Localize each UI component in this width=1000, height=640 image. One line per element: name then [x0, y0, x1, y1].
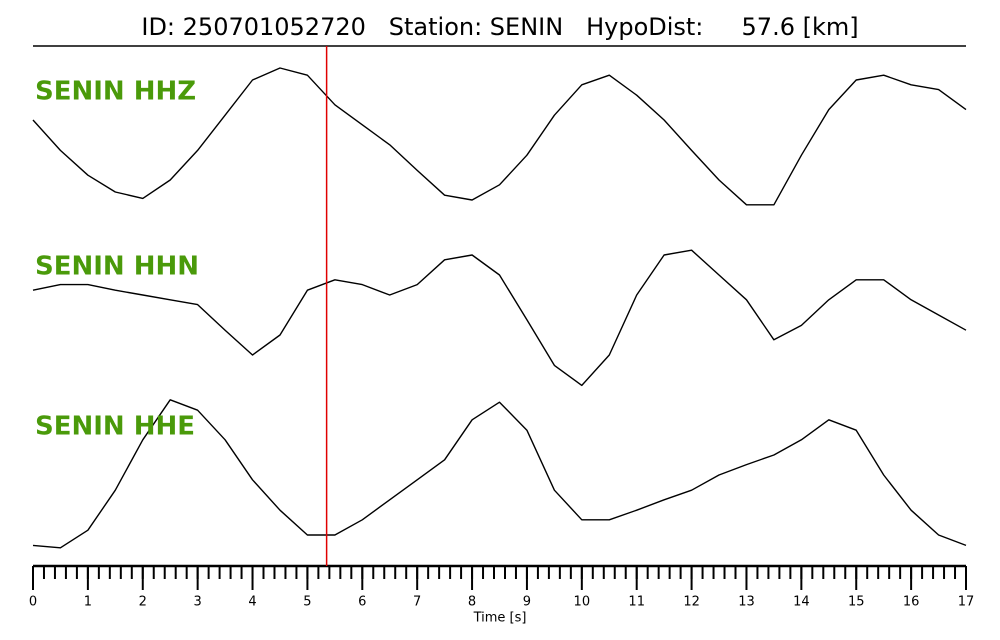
- chart-title: ID: 250701052720 Station: SENIN HypoDist…: [141, 13, 858, 41]
- x-tick-label: 6: [358, 595, 366, 610]
- x-tick-label: 11: [628, 595, 645, 610]
- x-axis-label: Time [s]: [473, 611, 527, 626]
- trace-label: SENIN HHZ: [35, 77, 196, 107]
- x-tick-label: 17: [958, 595, 975, 610]
- x-tick-label: 4: [248, 595, 256, 610]
- x-tick-label: 16: [903, 595, 920, 610]
- x-tick-label: 1: [84, 595, 92, 610]
- x-tick-label: 13: [738, 595, 755, 610]
- x-tick-label: 14: [793, 595, 810, 610]
- trace: [32, 67, 967, 206]
- x-tick-label: 10: [574, 595, 591, 610]
- trace: [32, 399, 967, 549]
- x-tick-label: 0: [29, 595, 37, 610]
- x-tick-label: 2: [139, 595, 147, 610]
- x-tick-label: 9: [523, 595, 531, 610]
- x-tick-label: 7: [413, 595, 421, 610]
- x-tick-label: 15: [848, 595, 865, 610]
- x-tick-label: 8: [468, 595, 476, 610]
- trace-label: SENIN HHN: [35, 252, 199, 282]
- trace: [32, 249, 967, 387]
- x-tick-label: 3: [194, 595, 202, 610]
- trace-label: SENIN HHE: [35, 412, 195, 442]
- x-tick-label: 5: [303, 595, 311, 610]
- x-tick-label: 12: [683, 595, 700, 610]
